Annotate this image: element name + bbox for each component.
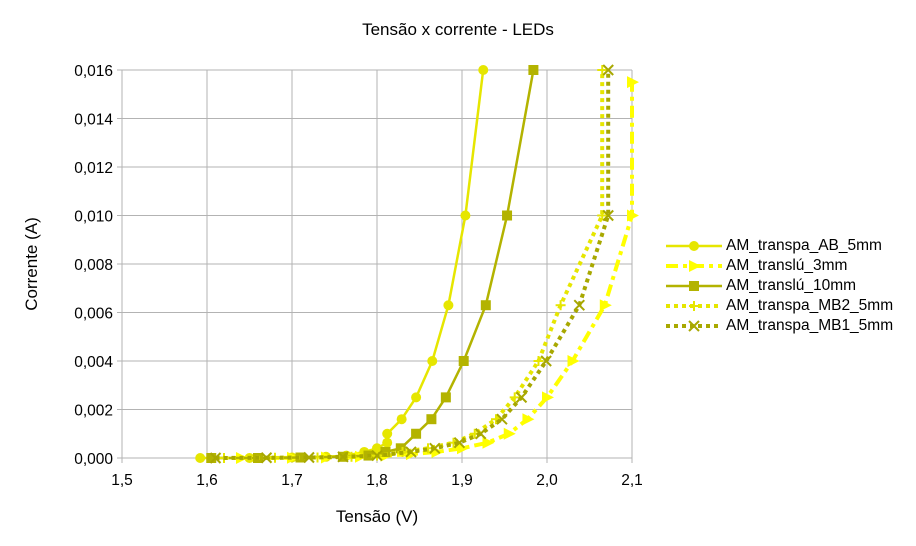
- y-tick-label: 0,016: [74, 63, 113, 80]
- legend-swatch-icon: [666, 281, 722, 291]
- y-tick-label: 0,014: [74, 112, 113, 129]
- x-tick-label: 1,8: [366, 472, 388, 489]
- legend-label: AM_transpa_AB_5mm: [726, 237, 882, 254]
- legend-swatch-icon: [666, 301, 722, 311]
- legend-item: AM_transpa_AB_5mm: [664, 236, 893, 256]
- legend-swatch-icon: [666, 241, 722, 251]
- x-tick-label: 2,1: [621, 472, 643, 489]
- legend: AM_transpa_AB_5mm AM_translú_3mm AM_transl…: [664, 236, 893, 336]
- legend-label: AM_transpa_MB2_5mm: [726, 297, 894, 314]
- y-tick-label: 0,004: [74, 354, 113, 371]
- legend-label: AM_transpa_MB1_5mm: [726, 317, 894, 334]
- legend-swatch-icon: [666, 320, 722, 332]
- legend-item: AM_transpa_MB1_5mm: [664, 316, 893, 336]
- legend-item: AM_translú_3mm: [664, 256, 893, 276]
- y-tick-label: 0,012: [74, 160, 113, 177]
- y-tick-label: 0,010: [74, 209, 113, 226]
- x-tick-label: 2,0: [536, 472, 558, 489]
- chart-title: Tensão x corrente - LEDs: [362, 20, 554, 39]
- x-tick-label: 1,6: [196, 472, 218, 489]
- x-tick-label: 1,5: [111, 472, 133, 489]
- series-am-transpa-mb1-5mm: [209, 64, 614, 464]
- legend-item: AM_transpa_MB2_5mm: [664, 296, 893, 316]
- y-tick-label: 0,002: [74, 403, 113, 420]
- legend-swatch-icon: [666, 260, 722, 272]
- legend-label: AM_translú_10mm: [726, 277, 857, 294]
- y-tick-label: 0,006: [74, 306, 113, 323]
- legend-label: AM_translú_3mm: [726, 257, 848, 274]
- grid: [117, 69, 633, 463]
- x-axis-label: Tensão (V): [335, 507, 419, 526]
- x-tick-label: 1,9: [451, 472, 473, 489]
- y-tick-label: 0,008: [74, 257, 113, 274]
- x-tick-label: 1,7: [281, 472, 303, 489]
- legend-item: AM_translú_10mm: [664, 276, 893, 296]
- y-tick-label: 0,000: [74, 451, 113, 468]
